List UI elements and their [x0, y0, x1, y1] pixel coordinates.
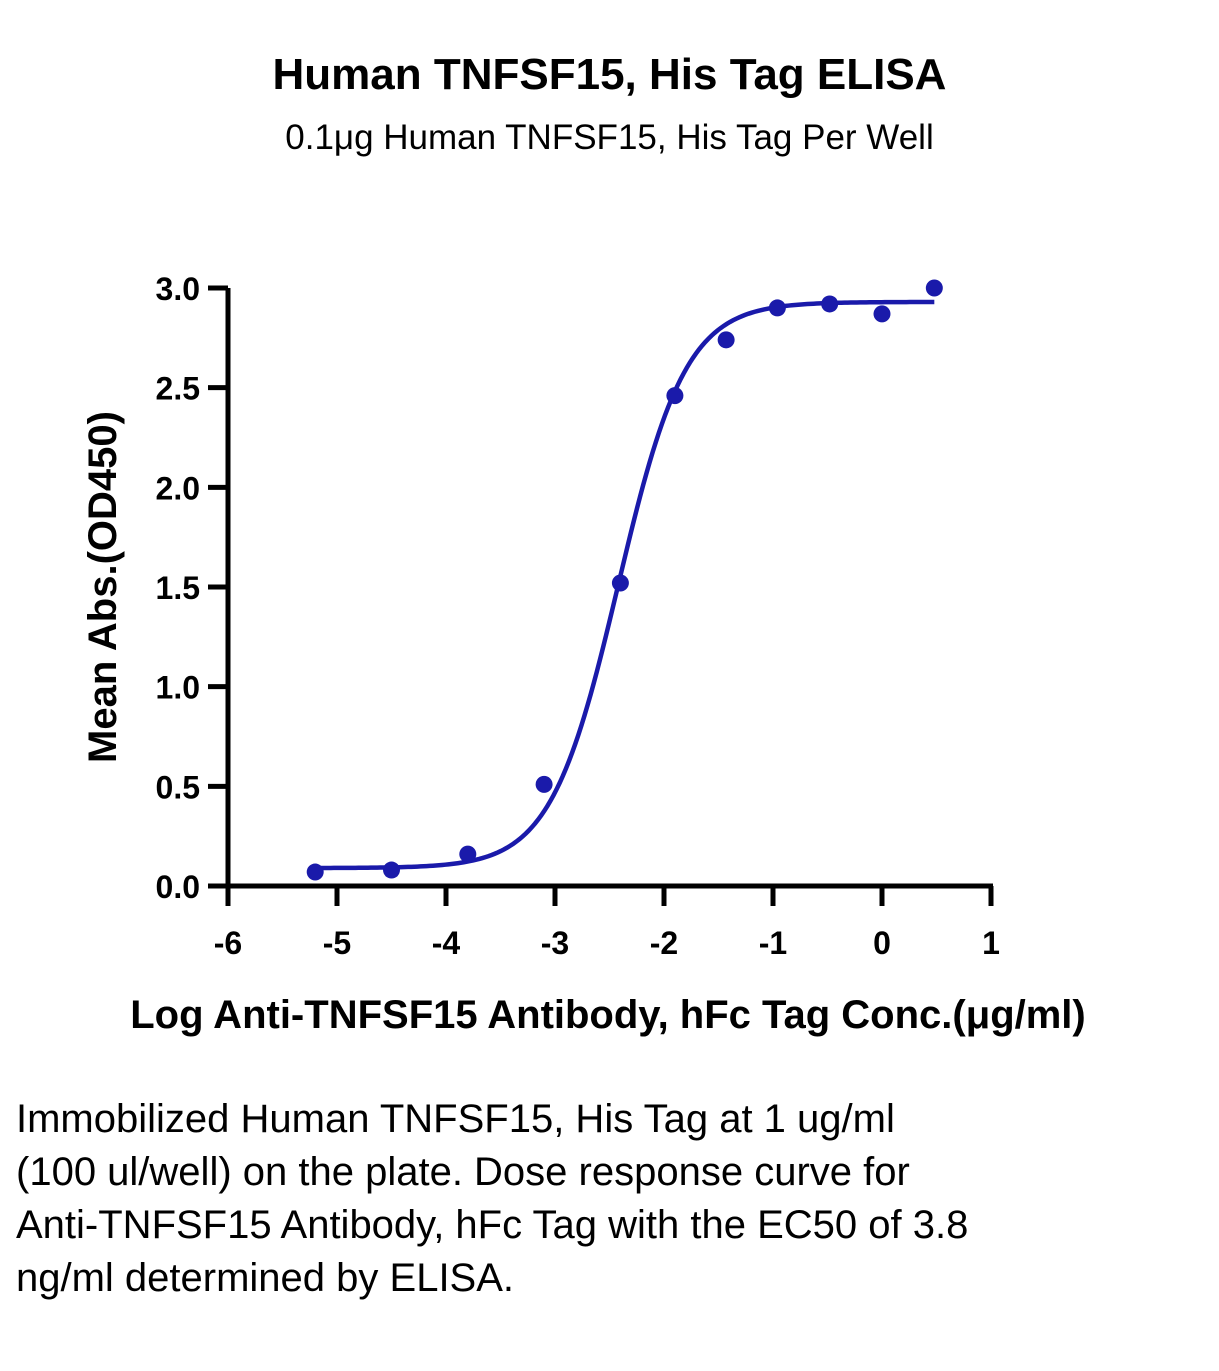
x-tick-label: -5 — [323, 925, 351, 961]
figure-caption: Immobilized Human TNFSF15, His Tag at 1 … — [16, 1097, 969, 1300]
data-point — [459, 845, 477, 863]
x-tick-label: -1 — [759, 925, 787, 961]
data-points-layer — [306, 279, 943, 881]
data-point — [611, 574, 629, 592]
y-axis-title: Mean Abs.(OD450) — [81, 411, 125, 763]
chart-subtitle: 0.1μg Human TNFSF15, His Tag Per Well — [285, 118, 934, 157]
data-point — [666, 387, 684, 405]
data-point — [717, 331, 735, 349]
axes: 0.0 0.5 1.0 1.5 2.0 2.5 3.0 -6 -5 -4 -3 -2 -1 0 1 — [156, 271, 1000, 961]
y-tick-label: 2.5 — [156, 371, 200, 407]
x-tick-label: -4 — [432, 925, 461, 961]
data-point — [383, 861, 400, 879]
y-tick-label: 1.0 — [156, 670, 200, 706]
data-point — [925, 279, 943, 297]
y-tick-label: 0.5 — [156, 769, 200, 805]
y-tick-label: 2.0 — [156, 470, 200, 506]
y-tick-label: 0.0 — [156, 869, 200, 905]
x-tick-label: -3 — [541, 925, 569, 961]
x-tick-label: -2 — [650, 925, 678, 961]
data-point — [873, 305, 891, 323]
y-tick-label: 1.5 — [156, 570, 200, 606]
elisa-chart: 0.0 0.5 1.0 1.5 2.0 2.5 3.0 -6 -5 -4 -3 -2 -1 0 1 Mean… — [81, 271, 1086, 1037]
x-tick-label: 1 — [982, 925, 1000, 961]
x-tick-label: -6 — [214, 925, 242, 961]
chart-title: Human TNFSF15, His Tag ELISA — [272, 50, 947, 99]
x-tick-label: 0 — [873, 925, 891, 961]
data-point — [535, 775, 553, 793]
data-point — [821, 295, 839, 313]
data-point — [306, 863, 324, 881]
y-tick-label: 3.0 — [156, 271, 200, 307]
data-point — [768, 299, 786, 317]
x-axis-title: Log Anti-TNFSF15 Antibody, hFc Tag Conc.… — [130, 993, 1086, 1037]
